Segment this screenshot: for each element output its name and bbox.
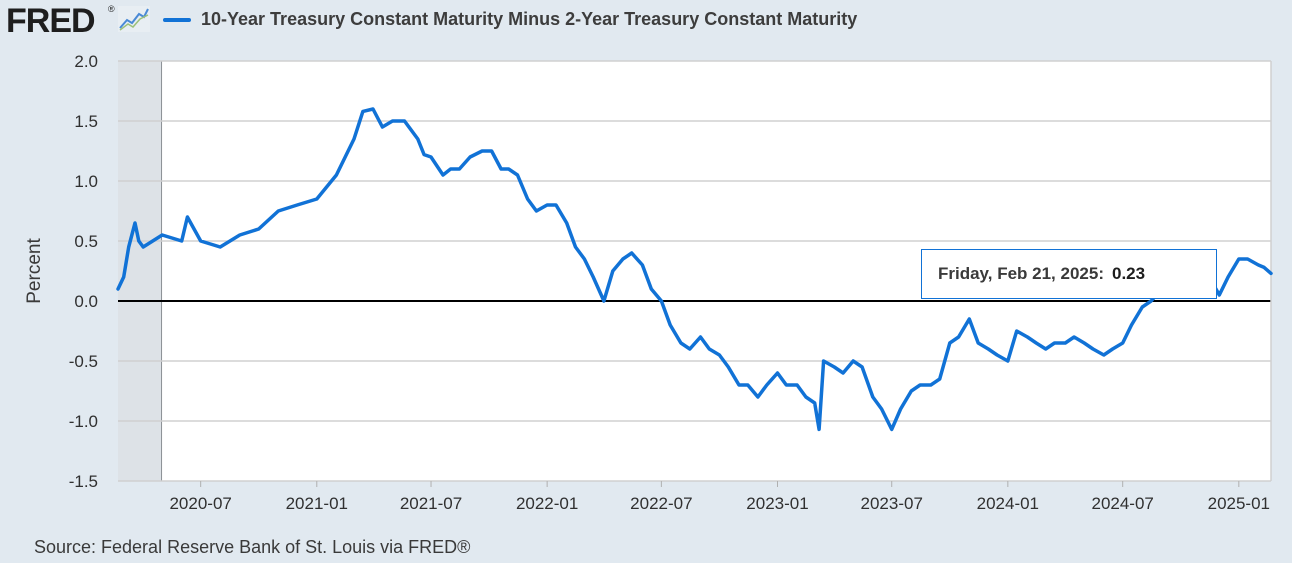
y-tick-label: 1.5 [74, 112, 98, 131]
y-tick-label: 0.5 [74, 232, 98, 251]
x-tick-label: 2022-07 [630, 494, 692, 513]
registered-mark: ® [108, 4, 115, 14]
x-tick-label: 2020-07 [169, 494, 231, 513]
series-line[interactable] [116, 107, 1273, 432]
x-tick-label: 2025-01 [1208, 494, 1270, 513]
y-tick-label: -1.5 [69, 472, 98, 491]
y-axis-label: Percent [24, 238, 45, 304]
y-tick-label: -0.5 [69, 352, 98, 371]
x-tick-label: 2024-07 [1091, 494, 1153, 513]
tooltip-date: Friday, Feb 21, 2025: [938, 264, 1104, 283]
fred-graph-icon [118, 6, 150, 32]
y-tick-label: -1.0 [69, 412, 98, 431]
legend-label[interactable]: 10-Year Treasury Constant Maturity Minus… [201, 9, 858, 29]
y-tick-label: 2.0 [74, 52, 98, 71]
source-note: Source: Federal Reserve Bank of St. Loui… [34, 537, 471, 557]
tooltip-value: 0.23 [1111, 264, 1146, 283]
x-tick-label: 2024-01 [977, 494, 1039, 513]
x-tick-label: 2021-01 [286, 494, 348, 513]
data-tooltip: Friday, Feb 21, 2025: 0.23 [921, 249, 1217, 299]
legend-swatch [163, 18, 191, 22]
x-tick-label: 2021-07 [400, 494, 462, 513]
fred-logo[interactable]: FRED [6, 2, 96, 40]
chart-header: FRED ® 10-Year Treasury Constant Maturit… [0, 0, 1292, 42]
y-tick-label: 0.0 [74, 292, 98, 311]
x-tick-label: 2022-01 [516, 494, 578, 513]
y-tick-label: 1.0 [74, 172, 98, 191]
x-tick-label: 2023-07 [861, 494, 923, 513]
x-tick-label: 2023-01 [746, 494, 808, 513]
